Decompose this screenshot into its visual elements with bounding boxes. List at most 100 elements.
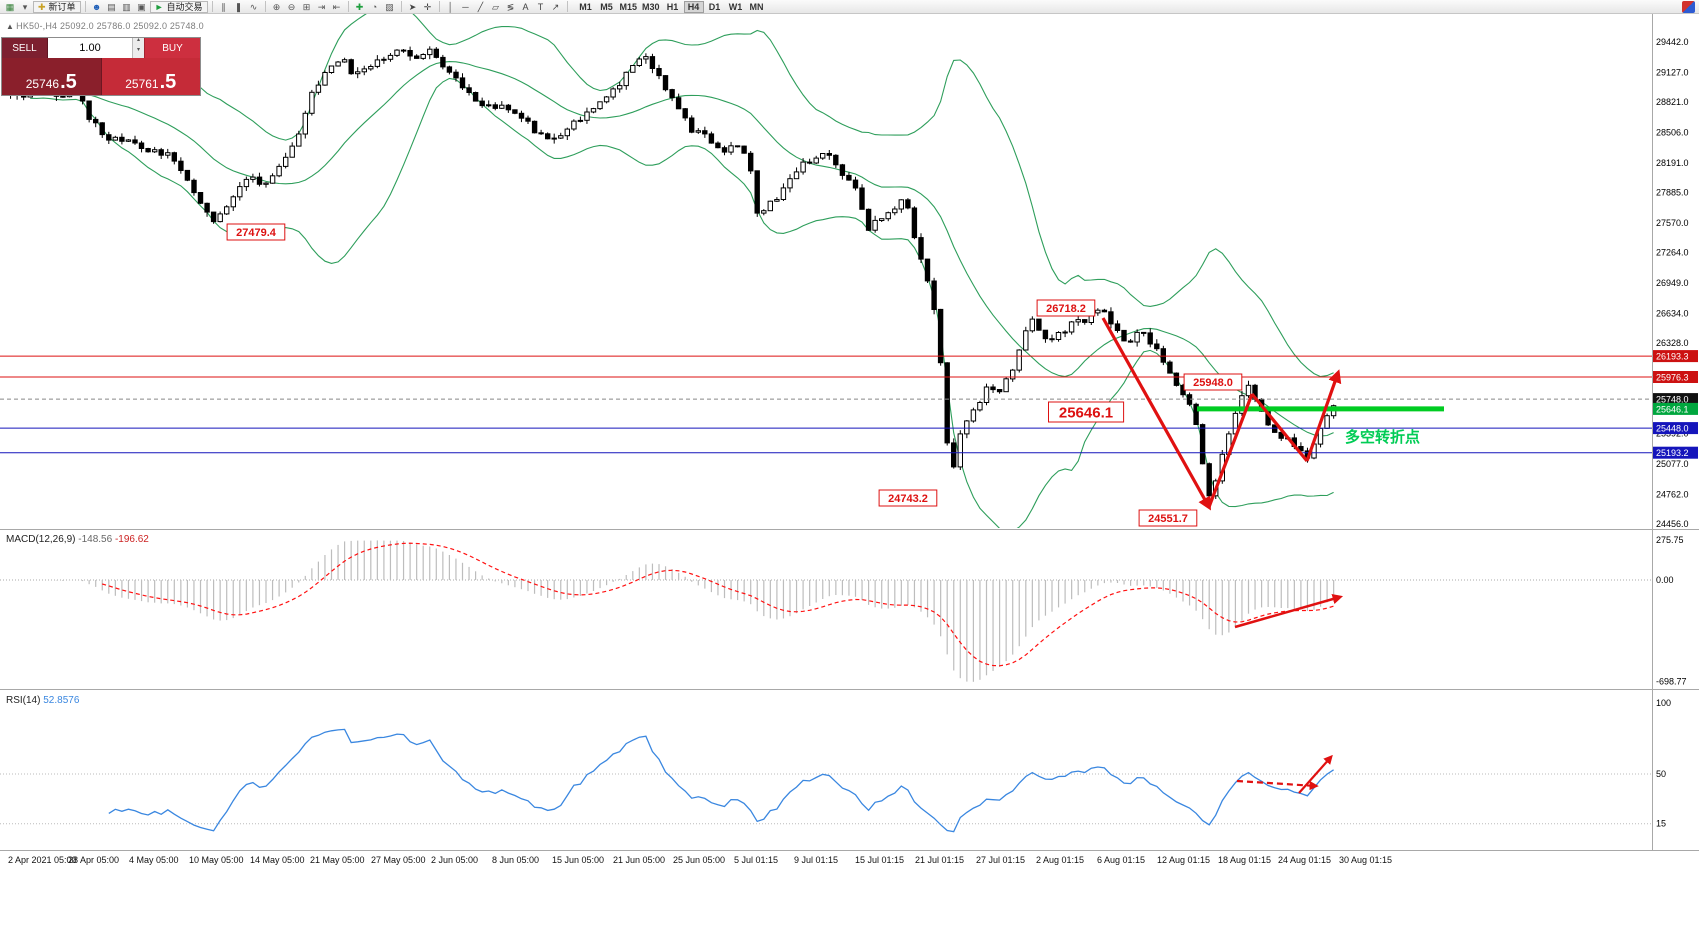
buy-price[interactable]: 25761 .5: [101, 58, 200, 95]
timeframe-h4[interactable]: H4: [683, 0, 704, 13]
line-chart-icon[interactable]: ∿: [249, 1, 258, 12]
timeframe-w1[interactable]: W1: [728, 1, 743, 12]
svg-text:24762.0: 24762.0: [1656, 489, 1689, 499]
timeframe-m1[interactable]: M1: [579, 1, 592, 12]
sell-price[interactable]: 25746 .5: [2, 58, 102, 95]
bar-chart-icon[interactable]: ∥: [221, 1, 226, 12]
navigator-icon[interactable]: ▥: [122, 1, 131, 12]
svg-text:MACD(12,26,9) -148.56 -196.62: MACD(12,26,9) -148.56 -196.62: [6, 534, 149, 545]
macd-label: MACD(12,26,9) -148.56 -196.62: [6, 534, 149, 545]
svg-text:24743.2: 24743.2: [888, 493, 928, 505]
svg-text:8 Jun 05:00: 8 Jun 05:00: [492, 855, 539, 865]
volume-field: ▴ ▾: [48, 37, 144, 58]
chart-shift-icon[interactable]: ⇤: [332, 1, 341, 12]
buy-button[interactable]: BUY: [144, 38, 200, 58]
arrows-icon[interactable]: ↗: [551, 1, 560, 12]
add-indicator-icon[interactable]: ✚: [355, 1, 364, 12]
volume-up-icon[interactable]: ▴: [136, 37, 140, 43]
auto-trading-button[interactable]: ► 自动交易: [149, 0, 208, 13]
auto-scroll-icon[interactable]: ⇥: [317, 1, 326, 12]
svg-text:27 May 05:00: 27 May 05:00: [371, 855, 426, 865]
timeframe-mn[interactable]: MN: [749, 1, 764, 12]
trend-arrow[interactable]: [1250, 392, 1309, 463]
svg-text:25976.3: 25976.3: [1656, 373, 1689, 383]
one-click-trading-panel: SELL ▴ ▾ BUY 25746 .5 25761 .5: [1, 37, 201, 96]
svg-text:4 May 05:00: 4 May 05:00: [129, 855, 179, 865]
market-watch-icon[interactable]: ▤: [107, 1, 116, 12]
template-icon[interactable]: ▨: [385, 1, 394, 12]
period-icon[interactable]: ◔: [371, 1, 378, 12]
price-callout[interactable]: 24551.7: [1138, 509, 1198, 527]
svg-text:27 Jul 01:15: 27 Jul 01:15: [976, 855, 1025, 865]
trend-arrow[interactable]: [1305, 369, 1342, 462]
zoom-in-icon[interactable]: ⊕: [272, 1, 281, 12]
svg-text:27479.4: 27479.4: [236, 227, 277, 239]
svg-text:21 Jul 01:15: 21 Jul 01:15: [915, 855, 964, 865]
profile-icon[interactable]: ☻: [91, 1, 102, 12]
price-callout[interactable]: 25646.1: [1048, 401, 1125, 423]
volume-down-icon[interactable]: ▾: [136, 47, 140, 53]
trend-arrow[interactable]: [1298, 754, 1333, 794]
price-scale-tag: 25748.0: [1653, 393, 1698, 406]
cursor-icon[interactable]: ➤: [408, 1, 417, 12]
text-icon[interactable]: A: [522, 1, 529, 12]
price-callout[interactable]: 24743.2: [878, 489, 938, 507]
zoom-out-icon[interactable]: ⊖: [287, 1, 296, 12]
auto-trading-button-label: 自动交易: [166, 1, 203, 12]
timeframe-m30[interactable]: M30: [642, 1, 660, 12]
toolbar-items: ▦ ▾ ✚ 新订单 ☻ ▤ ▥ ▣ ► 自动交易 ∥ ❚ ∿ ⊕ ⊖ ⊞ ⇥ ⇤ ✚ ◔ ▨ ➤ ✛ │ ─ ╱ ▱ ≶ A T ↗: [3, 0, 571, 13]
horizontal-line-icon[interactable]: ─: [462, 1, 469, 12]
svg-text:29442.0: 29442.0: [1656, 37, 1689, 47]
timeframe-m15[interactable]: M15: [619, 1, 638, 12]
svg-text:27885.0: 27885.0: [1656, 188, 1689, 198]
toolbar-separator: [211, 1, 213, 12]
chart-background[interactable]: [0, 14, 1699, 872]
trend-arrow[interactable]: [1234, 593, 1344, 629]
crosshair-icon[interactable]: ✛: [423, 1, 432, 12]
sell-price-main: 25746: [25, 77, 60, 91]
svg-text:24456.0: 24456.0: [1656, 519, 1689, 529]
vertical-line-icon[interactable]: │: [447, 1, 454, 12]
svg-text:275.75: 275.75: [1656, 535, 1684, 545]
trend-arrow[interactable]: [1101, 317, 1211, 511]
timeframe-d1[interactable]: D1: [708, 1, 721, 12]
new-chart-icon[interactable]: ▦: [5, 1, 15, 12]
symbol-ohlc: 25092.0 25786.0 25092.0 25748.0: [59, 21, 204, 31]
symbol-name: HK50-,H4: [16, 21, 58, 31]
price-callout[interactable]: 25948.0: [1183, 373, 1243, 391]
svg-text:25077.0: 25077.0: [1656, 459, 1689, 469]
auto-trading-icon: ►: [154, 1, 164, 12]
terminal-icon[interactable]: ▣: [137, 1, 146, 12]
chart-dropdown-icon[interactable]: ▾: [22, 1, 28, 12]
svg-text:0.00: 0.00: [1656, 575, 1674, 585]
svg-text:9 Jul 01:15: 9 Jul 01:15: [794, 855, 838, 865]
app-logo-icon: [1682, 1, 1695, 13]
svg-text:25948.0: 25948.0: [1193, 377, 1233, 389]
rsi-line: [108, 728, 1334, 833]
svg-text:28191.0: 28191.0: [1656, 158, 1689, 168]
sell-button[interactable]: SELL: [2, 38, 48, 58]
volume-input[interactable]: [48, 38, 132, 58]
svg-text:25 Jun 05:00: 25 Jun 05:00: [673, 855, 725, 865]
price-callout[interactable]: 26718.2: [1036, 299, 1096, 317]
price-callout[interactable]: 27479.4: [226, 223, 286, 241]
trendline-icon[interactable]: ╱: [477, 1, 484, 12]
svg-text:21 Jun 05:00: 21 Jun 05:00: [613, 855, 665, 865]
tile-windows-icon[interactable]: ⊞: [302, 1, 311, 12]
trend-arrow[interactable]: [1207, 393, 1254, 508]
text-label-icon[interactable]: T: [537, 1, 544, 12]
timeframes-group: M1 M5 M15 M30 H1 H4 D1 W1 MN: [576, 0, 767, 13]
timeframe-h1[interactable]: H1: [666, 1, 679, 12]
buy-price-frac: .5: [159, 71, 177, 93]
svg-text:12 Aug 01:15: 12 Aug 01:15: [1157, 855, 1210, 865]
new-order-icon: ✚: [38, 1, 46, 12]
timeframe-m5[interactable]: M5: [600, 1, 613, 12]
fibonacci-icon[interactable]: ≶: [506, 1, 515, 12]
candlestick-chart-icon[interactable]: ❚: [234, 1, 243, 12]
channel-icon[interactable]: ▱: [492, 1, 499, 12]
trend-arrow[interactable]: [1236, 779, 1319, 791]
new-order-button[interactable]: ✚ 新订单: [33, 0, 81, 13]
